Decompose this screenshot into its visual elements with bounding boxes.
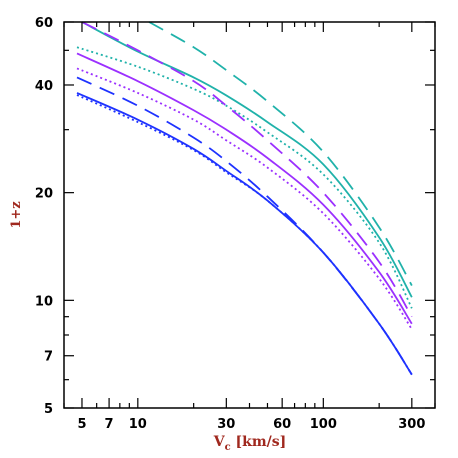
series-layer — [76, 21, 413, 376]
x-tick-label: 30 — [217, 417, 235, 432]
y-tick-label: 20 — [35, 187, 53, 202]
series-line-2 — [81, 21, 413, 298]
tick-label-layer: 5 7 10 30 60 100 300 5 7 10 20 40 60 — [35, 16, 425, 432]
series-line-9 — [76, 94, 413, 376]
x-tick-label: 5 — [77, 417, 86, 432]
x-axis-label-main: V — [213, 434, 226, 450]
x-axis-label-subscript: c — [225, 442, 231, 453]
series-line-1 — [148, 21, 413, 286]
plot-frame — [63, 21, 436, 409]
y-tick-label: 5 — [44, 402, 53, 417]
y-tick-label: 60 — [35, 16, 53, 31]
x-axis-label: Vc [km/s] — [213, 434, 287, 453]
series-line-4 — [81, 21, 413, 318]
y-tick-label: 10 — [35, 294, 53, 309]
series-line-7 — [76, 76, 413, 376]
x-tick-label: 10 — [129, 417, 147, 432]
tick-layer — [63, 21, 436, 409]
x-tick-label: 100 — [310, 417, 337, 432]
y-axis-label: 1+z — [9, 201, 24, 228]
series-line-5 — [76, 52, 413, 325]
x-tick-label: 7 — [105, 417, 114, 432]
x-tick-label: 60 — [273, 417, 291, 432]
series-line-3 — [76, 46, 413, 309]
y-tick-label: 7 — [44, 350, 53, 365]
x-tick-label: 300 — [398, 417, 425, 432]
y-tick-label: 40 — [35, 79, 53, 94]
x-axis-label-units: [km/s] — [231, 434, 287, 450]
series-line-8 — [76, 92, 413, 376]
series-line-6 — [76, 67, 413, 330]
